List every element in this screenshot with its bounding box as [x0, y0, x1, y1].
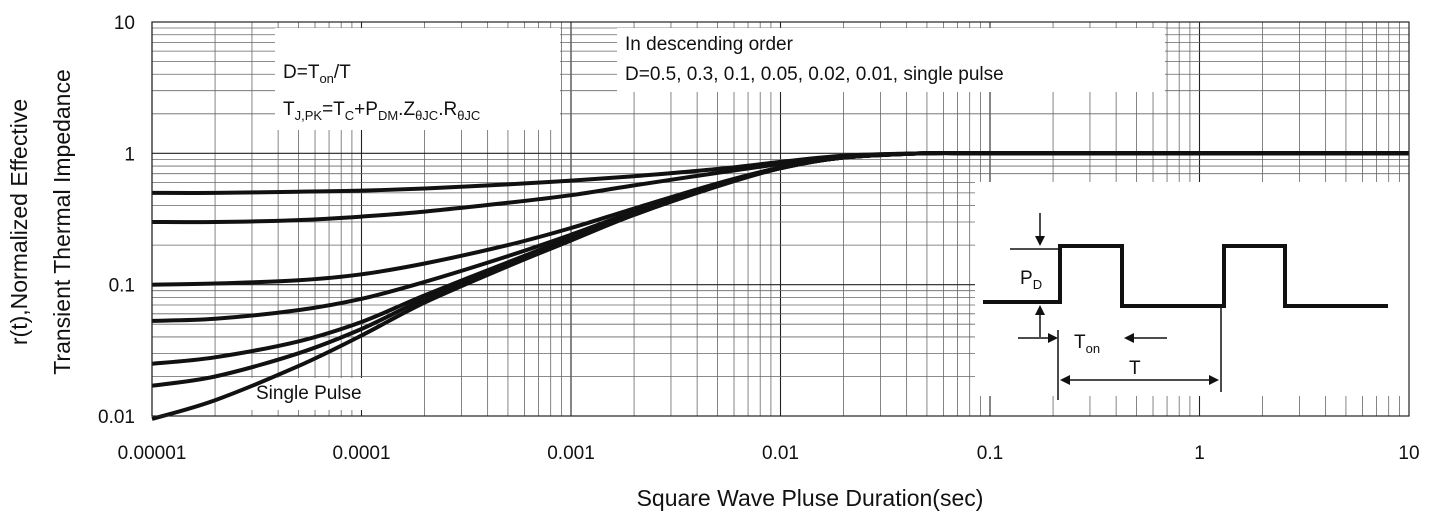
series-lines [151, 150, 1409, 421]
tj-formula: TJ,PK=TC+PDM.ZθJC.RθJC [283, 99, 480, 123]
y-axis-label-line1: r(t),Normalized Effective [6, 99, 32, 345]
x-tick-label: 10 [1398, 443, 1419, 464]
tj-s4: θJC [415, 108, 438, 123]
duty-formula-sub: on [319, 71, 333, 86]
y-tick-label: 0.01 [98, 407, 135, 428]
ton-arrow-left-head [1048, 333, 1058, 343]
tj-p3: +P [354, 99, 378, 120]
y-axis-label-line2: Transient Thermal Impedance [49, 69, 75, 375]
period-arrow-head-left [1060, 375, 1070, 385]
plot-frame [151, 21, 1410, 417]
period-arrow-head-right [1209, 375, 1219, 385]
order-box-bg [617, 28, 1165, 92]
duty-formula-base: D=T [283, 62, 320, 83]
x-tick-label: 1 [1194, 443, 1205, 464]
period-label: T [1129, 358, 1141, 379]
ton-label: Ton [1074, 332, 1100, 356]
tj-p2: =T [322, 99, 345, 120]
series-line-d-single-pulse [151, 150, 1409, 421]
tj-p1: T [283, 99, 295, 120]
x-axis-label: Square Wave Pluse Duration(sec) [637, 485, 984, 511]
single-pulse-bg [246, 378, 396, 410]
tj-s5: θJC [457, 108, 480, 123]
x-tick-label: 0.1 [977, 443, 1003, 464]
inset-bg [975, 182, 1409, 396]
x-tick-label: 0.00001 [118, 443, 187, 464]
tj-s3: DM [378, 108, 398, 123]
tj-p5: .R [438, 99, 457, 120]
ton-arrow-right-head [1124, 333, 1134, 343]
pd-arrow-up-head [1035, 305, 1045, 315]
x-tick-label: 0.0001 [332, 443, 390, 464]
single-pulse-label: Single Pulse [256, 383, 362, 404]
y-tick-label: 10 [114, 13, 135, 34]
y-tick-label: 1 [124, 144, 135, 165]
pd-label: PD [1020, 268, 1042, 292]
y-tick-label: 0.1 [109, 276, 135, 297]
order-note-line1: In descending order [625, 34, 794, 55]
pulse-waveform [983, 244, 1388, 308]
formula-box-bg [275, 28, 560, 130]
pd-arrow-down-head [1035, 236, 1045, 246]
tj-s1: J,PK [295, 108, 323, 123]
pulse-waveform-inset: PD Ton T [983, 213, 1388, 400]
duty-formula-tail: /T [334, 62, 351, 83]
order-note-line2: D=0.5, 0.3, 0.1, 0.05, 0.02, 0.01, singl… [625, 64, 1004, 85]
x-tick-label: 0.001 [547, 443, 595, 464]
x-tick-label: 0.01 [762, 443, 799, 464]
duty-formula: D=Ton/T [283, 62, 351, 86]
tj-p4: .Z [398, 99, 415, 120]
tick-labels: 0.00001 0.0001 0.001 0.01 0.1 1 10 10 1 0.1 0.01 [98, 13, 1420, 464]
tj-s2: C [345, 108, 354, 123]
